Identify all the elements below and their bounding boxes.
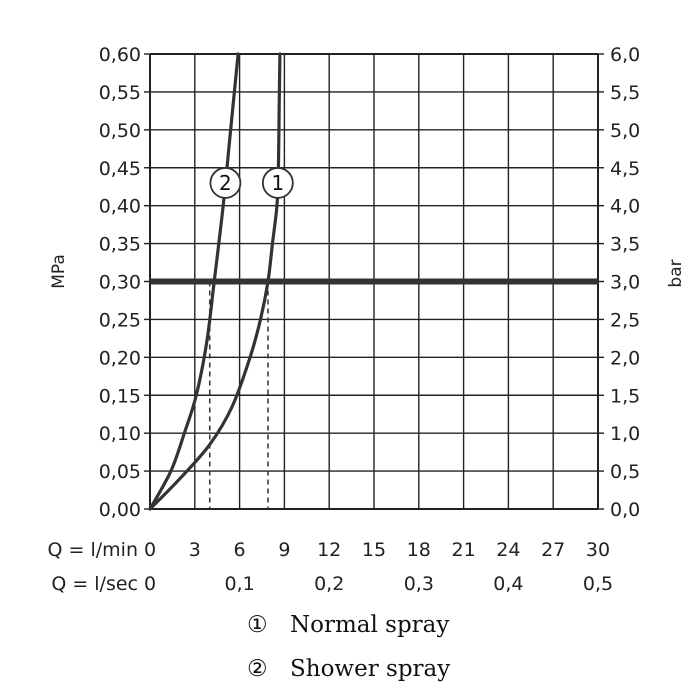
x-primary-tick-label: 27 bbox=[541, 539, 565, 561]
y-right-tick-labels: 0,0 0,5 1,0 1,5 2,0 2,5 3,0 3,5 4,0 4,5 5,0 5,5 6,0 bbox=[610, 44, 640, 521]
x-primary-tick-label: 0 bbox=[144, 539, 156, 561]
legend-label-shower: Shower spray bbox=[290, 656, 450, 682]
y-left-tick-label: 0,25 bbox=[99, 309, 141, 331]
y-right-tick-label: 5,5 bbox=[610, 82, 640, 104]
y-right-axis-label: bar bbox=[666, 259, 686, 287]
y-left-tick-label: 0,30 bbox=[99, 272, 141, 294]
y-right-tick-label: 1,0 bbox=[610, 423, 640, 445]
x-primary-tick-label: 24 bbox=[496, 539, 520, 561]
y-right-tick-label: 6,0 bbox=[610, 44, 640, 66]
y-right-tick-label: 4,5 bbox=[610, 158, 640, 180]
series-line-1 bbox=[148, 52, 282, 511]
y-right-tick-label: 0,5 bbox=[610, 461, 640, 483]
y-right-tick-label: 2,0 bbox=[610, 347, 640, 369]
x-primary-tick-label: 12 bbox=[317, 539, 341, 561]
y-right-tick-label: 3,5 bbox=[610, 234, 640, 256]
y-left-tick-label: 0,50 bbox=[99, 120, 141, 142]
x-primary-tick-label: 21 bbox=[452, 539, 476, 561]
series-line-2 bbox=[148, 52, 240, 511]
x-secondary-axis-label: Q = l/sec bbox=[51, 573, 138, 595]
legend-symbol-normal: ① bbox=[247, 612, 268, 638]
x-primary-tick-label: 9 bbox=[278, 539, 290, 561]
y-left-tick-label: 0,00 bbox=[99, 499, 141, 521]
y-right-tick-label: 3,0 bbox=[610, 272, 640, 294]
series-group bbox=[148, 52, 282, 511]
y-left-tick-label: 0,60 bbox=[99, 44, 141, 66]
series-marker-label-1: 1 bbox=[271, 171, 284, 195]
x-primary-tick-label: 3 bbox=[189, 539, 201, 561]
series-markers: 12 bbox=[209, 167, 294, 199]
x-secondary-tick-label: 0,5 bbox=[583, 573, 613, 595]
series-marker-label-2: 2 bbox=[219, 171, 232, 195]
x-primary-tick-label: 6 bbox=[234, 539, 246, 561]
x-primary-tick-label: 15 bbox=[362, 539, 386, 561]
y-right-tick-label: 2,5 bbox=[610, 309, 640, 331]
legend-symbol-shower: ② bbox=[247, 656, 268, 682]
y-left-tick-label: 0,15 bbox=[99, 385, 141, 407]
y-left-tick-labels: 0,00 0,05 0,10 0,15 0,20 0,25 0,30 0,35 0,40 0,45… bbox=[99, 44, 141, 521]
x-primary-axis-label: Q = l/min bbox=[48, 539, 138, 561]
y-left-tick-label: 0,10 bbox=[99, 423, 141, 445]
y-left-tick-label: 0,45 bbox=[99, 158, 141, 180]
y-left-axis-label: MPa bbox=[49, 254, 69, 289]
series-marker-circle-2 bbox=[209, 167, 242, 199]
x-secondary-tick-label: 0 bbox=[144, 573, 156, 595]
y-right-tick-label: 4,0 bbox=[610, 196, 640, 218]
y-right-tick-label: 1,5 bbox=[610, 385, 640, 407]
x-primary-tick-label: 18 bbox=[407, 539, 431, 561]
y-right-tick-label: 0,0 bbox=[610, 499, 640, 521]
x-tick-labels: 0 3 6 9 12 15 18 21 24 27 30 0 0,1 0,2 0,3 0,4 0,5 bbox=[144, 539, 613, 595]
legend: ① Normal spray ② Shower spray bbox=[247, 612, 450, 682]
y-left-tick-label: 0,20 bbox=[99, 347, 141, 369]
y-left-tick-label: 0,40 bbox=[99, 196, 141, 218]
y-right-tick-label: 5,0 bbox=[610, 120, 640, 142]
series-marker-circle-1 bbox=[261, 167, 294, 199]
x-secondary-tick-label: 0,4 bbox=[493, 573, 523, 595]
x-primary-tick-label: 30 bbox=[586, 539, 610, 561]
legend-label-normal: Normal spray bbox=[290, 612, 449, 638]
x-secondary-tick-label: 0,3 bbox=[404, 573, 434, 595]
y-left-tick-label: 0,05 bbox=[99, 461, 141, 483]
y-left-tick-label: 0,35 bbox=[99, 234, 141, 256]
x-secondary-tick-label: 0,2 bbox=[314, 573, 344, 595]
y-left-tick-label: 0,55 bbox=[99, 82, 141, 104]
x-secondary-tick-label: 0,1 bbox=[224, 573, 254, 595]
